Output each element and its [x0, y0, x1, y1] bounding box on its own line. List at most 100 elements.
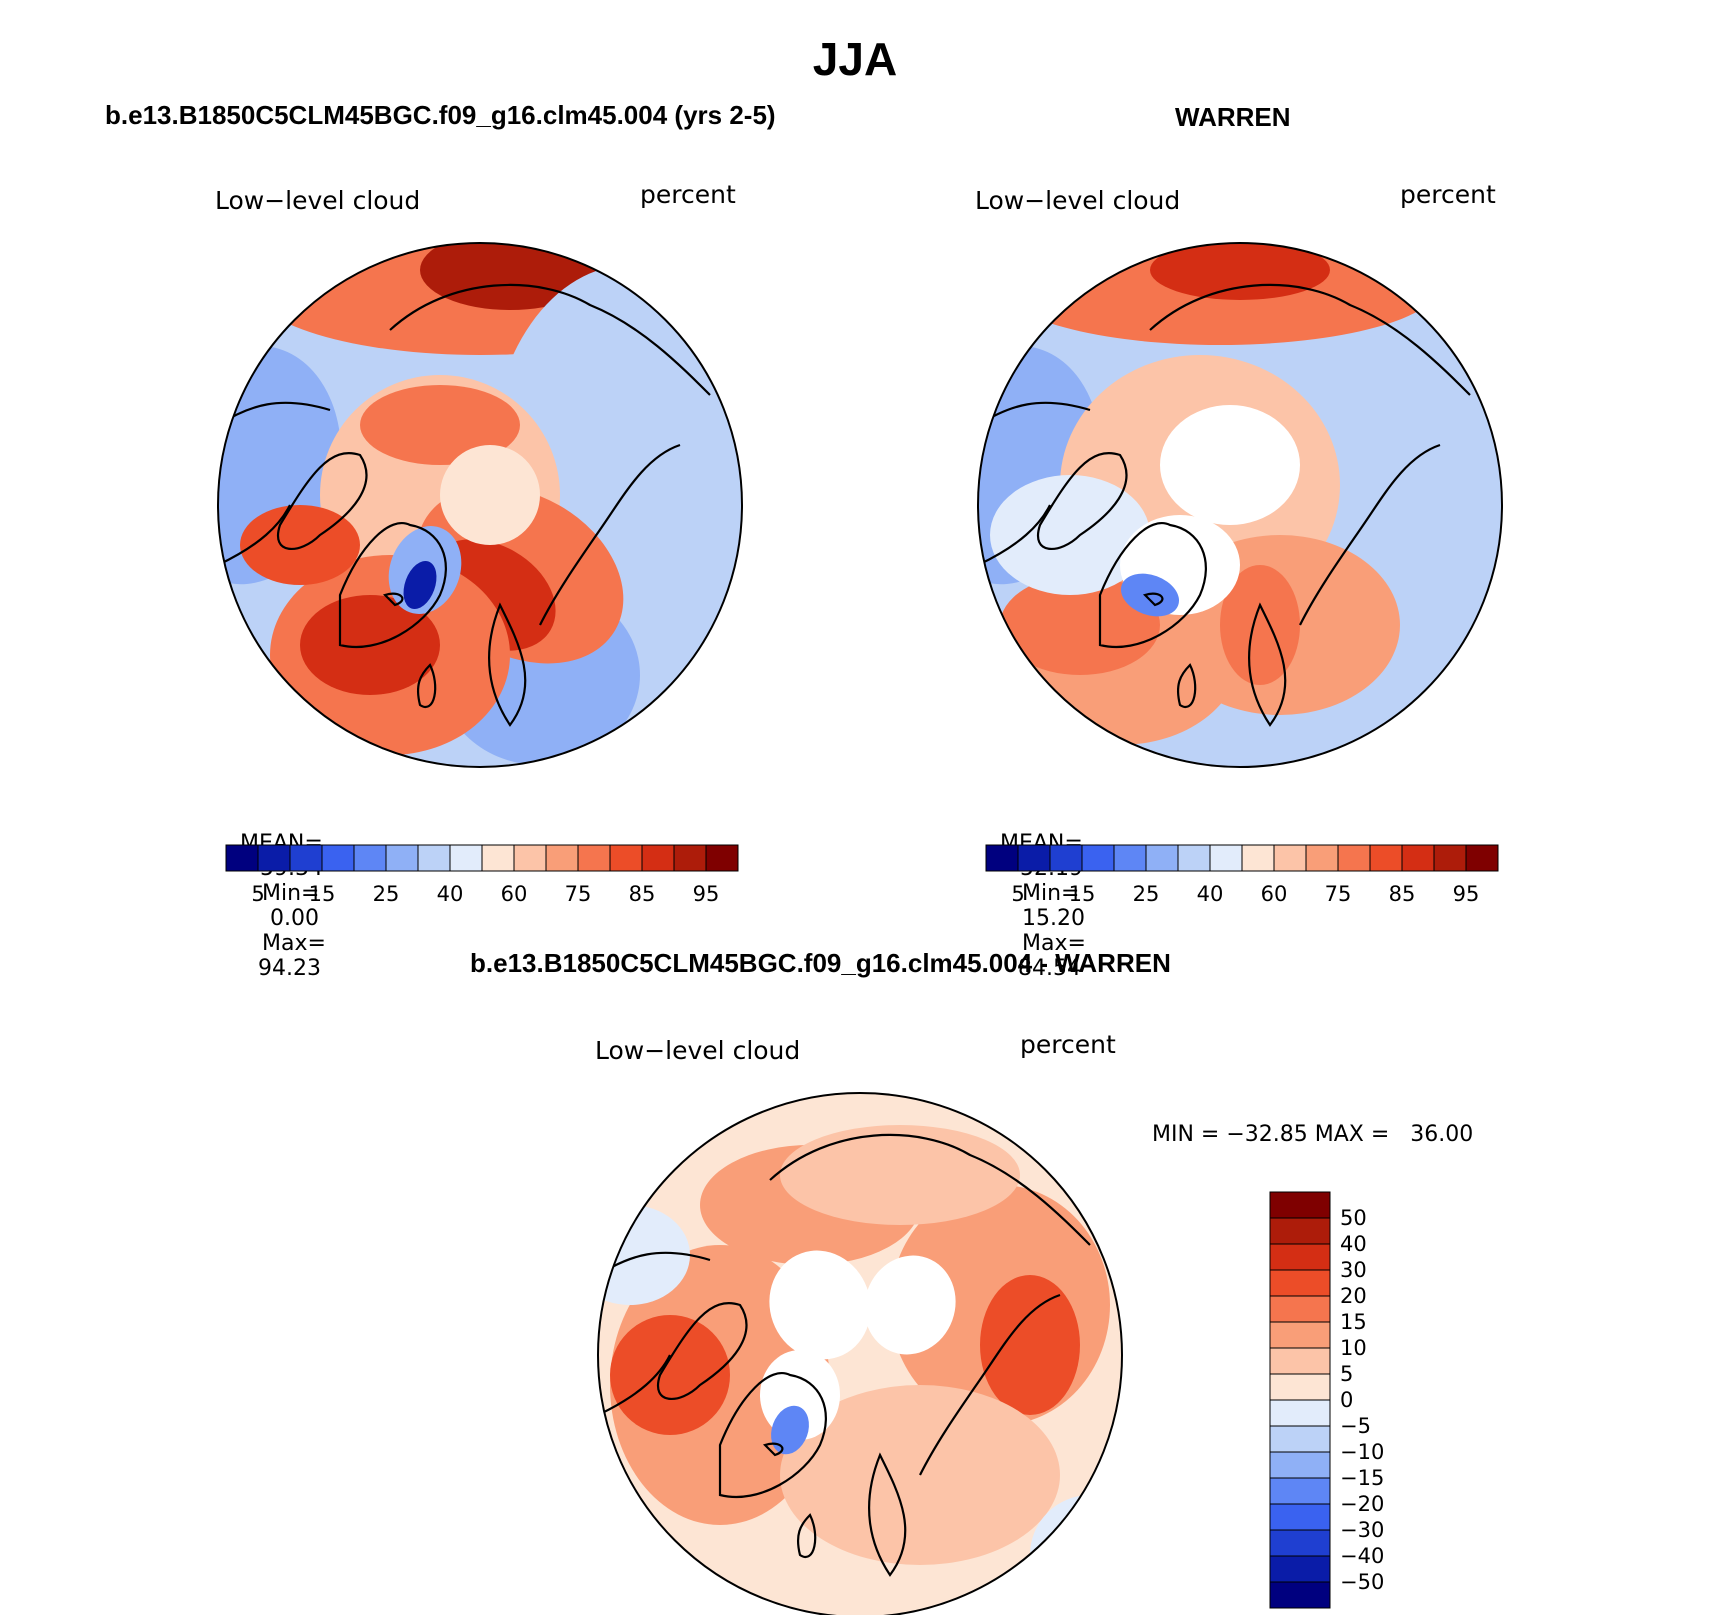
- obs-panel-title: WARREN: [1175, 102, 1291, 132]
- colorbar-tick-label: 20: [1340, 1284, 1367, 1308]
- colorbar-box: [1177, 844, 1211, 872]
- colorbar-box: [1269, 1451, 1331, 1479]
- coastline: [718, 1372, 827, 1498]
- colorbar-tick-label: 5: [1340, 1362, 1353, 1386]
- obs-max-value: 84.54: [1018, 956, 1081, 981]
- colorbar-tick-label: 50: [1340, 1206, 1367, 1230]
- field-contour: [1160, 405, 1300, 525]
- field-contour: [610, 1315, 730, 1435]
- field-contour: [1000, 575, 1160, 675]
- colorbar-tick-label: −15: [1340, 1466, 1384, 1490]
- field-contour: [598, 1205, 690, 1305]
- colorbar-box: [385, 844, 419, 872]
- model-polar-map: [218, 243, 742, 767]
- colorbar-box: [1305, 844, 1339, 872]
- coastline: [1149, 283, 1471, 396]
- model-panel-title: b.e13.B1850C5CLM45BGC.f09_g16.clm45.004 …: [105, 100, 776, 130]
- model-max-label: Max=: [262, 931, 326, 956]
- diff-polar-map: [598, 1093, 1122, 1615]
- colorbar-box: [481, 844, 515, 872]
- colorbar-box: [1269, 1295, 1331, 1323]
- coastline: [1176, 663, 1197, 709]
- colorbar-box: [417, 844, 451, 872]
- coastline: [1037, 452, 1128, 550]
- model-map-border: [217, 242, 743, 768]
- obs-stats: MEAN= 52.19 Min= 15.20 Max= 84.54: [986, 806, 1086, 981]
- colorbar-box: [1241, 844, 1275, 872]
- colorbar-tick-label: 60: [1261, 882, 1288, 906]
- colorbar-box: [1269, 1399, 1331, 1427]
- colorbar-box: [641, 844, 675, 872]
- field-contour: [240, 505, 360, 585]
- coastline: [416, 663, 437, 709]
- colorbar-tick-label: 95: [1453, 882, 1480, 906]
- colorbar-tick-label: 85: [629, 882, 656, 906]
- field-contour: [1030, 1495, 1122, 1615]
- coastline: [1142, 592, 1164, 607]
- colorbar-box: [513, 844, 547, 872]
- colorbar-tick-label: 85: [1389, 882, 1416, 906]
- colorbar-tick-label: 75: [1325, 882, 1352, 906]
- obs-units-label: percent: [1400, 180, 1496, 209]
- colorbar-tick-label: 95: [693, 882, 720, 906]
- coastline: [539, 443, 681, 626]
- colorbar-tick-label: −40: [1340, 1544, 1384, 1568]
- field-contour: [769, 1250, 871, 1360]
- field-contour: [780, 1125, 1020, 1225]
- colorbar-box: [1269, 1373, 1331, 1401]
- field-contour: [360, 385, 520, 465]
- colorbar-tick-label: −10: [1340, 1440, 1384, 1464]
- obs-colorbar: 5 15 25 40 60 75 85 95: [985, 844, 1499, 906]
- field-contour: [980, 1275, 1080, 1415]
- obs-min-label: Min=: [1022, 881, 1080, 906]
- colorbar-tick-label: 10: [1340, 1336, 1367, 1360]
- colorbar-box: [1269, 1347, 1331, 1375]
- colorbar-box: [1017, 844, 1051, 872]
- coastline: [382, 592, 404, 607]
- diff-units-label: percent: [1020, 1030, 1116, 1059]
- colorbar-tick-label: 60: [501, 882, 528, 906]
- colorbar-box: [545, 844, 579, 872]
- colorbar-box: [449, 844, 483, 872]
- field-contour: [403, 560, 437, 610]
- model-variable-label: Low−level cloud: [215, 186, 421, 215]
- coastline: [868, 1452, 907, 1577]
- colorbar-box: [1269, 1581, 1331, 1609]
- colorbar-box: [1269, 1243, 1331, 1271]
- diff-minmax: MIN = −32.85 MAX = 36.00: [1152, 1122, 1474, 1147]
- colorbar-box: [1269, 1191, 1331, 1219]
- field-contour: [440, 445, 540, 545]
- colorbar-tick-label: 5: [1011, 882, 1024, 906]
- colorbar-tick-label: 40: [1340, 1232, 1367, 1256]
- colorbar-tick-label: 25: [1133, 882, 1160, 906]
- colorbar-box: [321, 844, 355, 872]
- colorbar-box: [1269, 1477, 1331, 1505]
- obs-max-label: Max=: [1022, 931, 1086, 956]
- colorbar-box: [1269, 1269, 1331, 1297]
- colorbar-tick-label: 25: [373, 882, 400, 906]
- colorbar-box: [289, 844, 323, 872]
- coastline: [919, 1293, 1061, 1476]
- colorbar-box: [1269, 1503, 1331, 1531]
- coastline: [338, 522, 447, 648]
- colorbar-box: [985, 844, 1019, 872]
- model-min-value: 0.00: [270, 906, 319, 931]
- colorbar-tick-label: 0: [1340, 1388, 1353, 1412]
- colorbar-box: [1269, 1321, 1331, 1349]
- colorbar-box: [1433, 844, 1467, 872]
- coastline: [769, 1133, 1091, 1246]
- colorbar-box: [1113, 844, 1147, 872]
- field-contour: [864, 1255, 956, 1355]
- colorbar-box: [1269, 1217, 1331, 1245]
- colorbar-box: [225, 844, 259, 872]
- model-min-label: Min=: [262, 881, 320, 906]
- coastline: [488, 602, 527, 727]
- colorbar-tick-label: 40: [1197, 882, 1224, 906]
- coastline: [277, 452, 368, 550]
- coastline: [1248, 602, 1287, 727]
- coastline: [1098, 522, 1207, 648]
- colorbar-tick-label: 40: [437, 882, 464, 906]
- colorbar-tick-label: 15: [309, 882, 336, 906]
